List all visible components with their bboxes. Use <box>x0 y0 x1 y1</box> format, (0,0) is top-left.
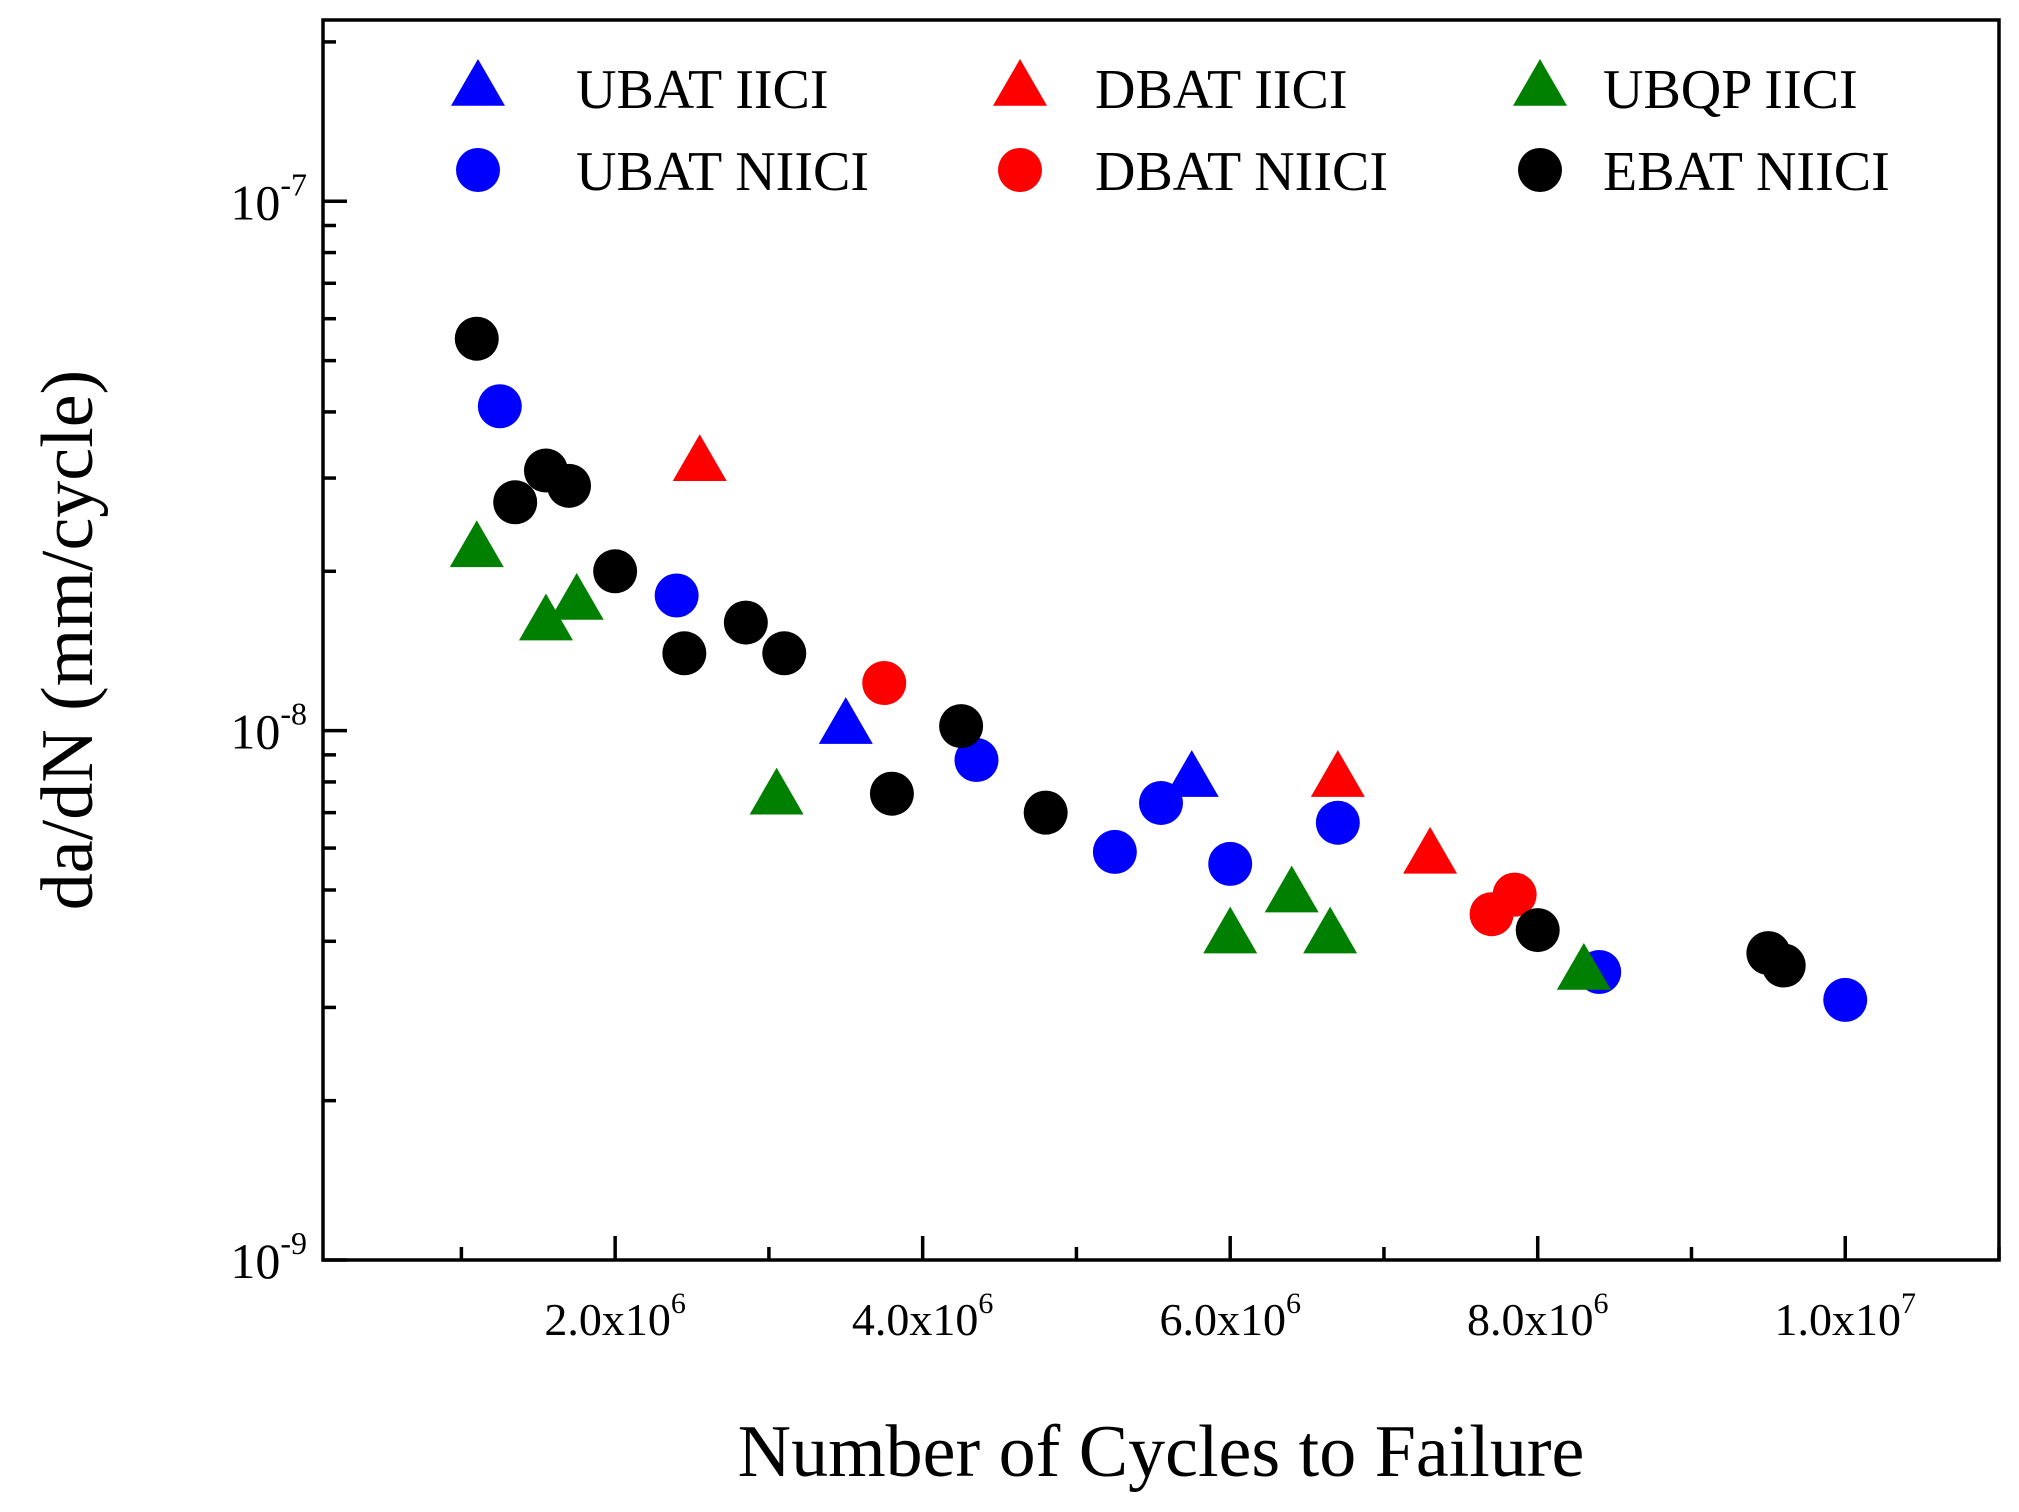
data-point-circle <box>1208 841 1253 886</box>
x-tick-label: 8.0x106 <box>1467 1287 1609 1345</box>
data-point-triangle <box>1303 906 1358 954</box>
x-tick-label: 2.0x106 <box>544 1287 686 1345</box>
data-point-triangle <box>549 572 604 620</box>
legend-label: DBAT IICI <box>1095 59 1348 121</box>
legend-marker <box>451 59 505 106</box>
y-tick-label: 10-8 <box>230 696 307 760</box>
data-point-circle <box>1823 977 1868 1022</box>
data-point-circle <box>869 771 914 816</box>
data-point-circle <box>662 631 707 676</box>
y-axis-ticks: 10-9 10-8 10-7 <box>230 40 347 1289</box>
data-point-circle <box>1761 943 1806 988</box>
legend-marker <box>1518 148 1562 192</box>
data-point-triangle <box>1203 906 1258 954</box>
x-tick-label: 1.0x107 <box>1774 1287 1916 1345</box>
data-point-circle <box>593 549 638 594</box>
data-point-triangle <box>1556 942 1611 990</box>
data-point-triangle <box>449 520 504 568</box>
data-point-circle <box>762 631 807 676</box>
legend-marker <box>993 59 1047 106</box>
data-point-triangle <box>749 767 804 815</box>
y-tick-label: 10-9 <box>230 1225 307 1289</box>
data-point-circle <box>939 704 984 749</box>
legend-label: UBAT IICI <box>576 59 829 121</box>
data-point-circle <box>454 316 499 361</box>
data-point-triangle <box>518 593 573 641</box>
data-point-circle <box>547 463 592 508</box>
data-point-circle <box>1023 790 1068 835</box>
data-point-circle <box>493 480 538 525</box>
data-point-triangle <box>672 434 727 481</box>
legend-marker <box>1513 59 1567 106</box>
legend-label: EBAT NIICI <box>1603 141 1890 203</box>
legend-label: UBQP IICI <box>1603 59 1858 121</box>
x-tick-label: 4.0x106 <box>852 1287 993 1345</box>
data-points <box>449 316 1868 1022</box>
legend-label: UBAT NIICI <box>576 141 869 203</box>
data-point-triangle <box>1264 865 1319 913</box>
x-axis-title: Number of Cycles to Failure <box>738 1411 1585 1493</box>
data-point-triangle <box>1164 750 1219 797</box>
x-axis-ticks: 2.0x106 4.0x106 6.0x106 8.0x106 1.0x107 <box>459 1236 2001 1345</box>
legend-marker <box>456 148 500 192</box>
plot-frame <box>321 18 2001 1262</box>
legend: UBAT IICI DBAT IICI UBQP IICI UBAT NIICI DBA… <box>451 59 1890 203</box>
y-tick-label: 10-7 <box>230 166 307 230</box>
x-tick-label: 6.0x106 <box>1159 1287 1301 1345</box>
data-point-circle <box>1315 800 1360 845</box>
data-point-circle <box>723 600 768 645</box>
data-point-circle <box>954 738 999 783</box>
data-point-circle <box>862 661 907 706</box>
data-point-triangle <box>1310 750 1365 797</box>
data-point-triangle <box>1403 826 1458 874</box>
legend-label: DBAT NIICI <box>1095 141 1388 203</box>
y-axis-title: da/dN (mm/cycle) <box>27 370 109 910</box>
data-point-circle <box>1515 908 1560 953</box>
data-point-circle <box>1492 872 1537 917</box>
data-point-triangle <box>818 697 873 744</box>
data-point-circle <box>1092 829 1137 874</box>
data-point-circle <box>654 573 699 618</box>
data-point-circle <box>477 384 522 429</box>
legend-marker <box>998 148 1042 192</box>
